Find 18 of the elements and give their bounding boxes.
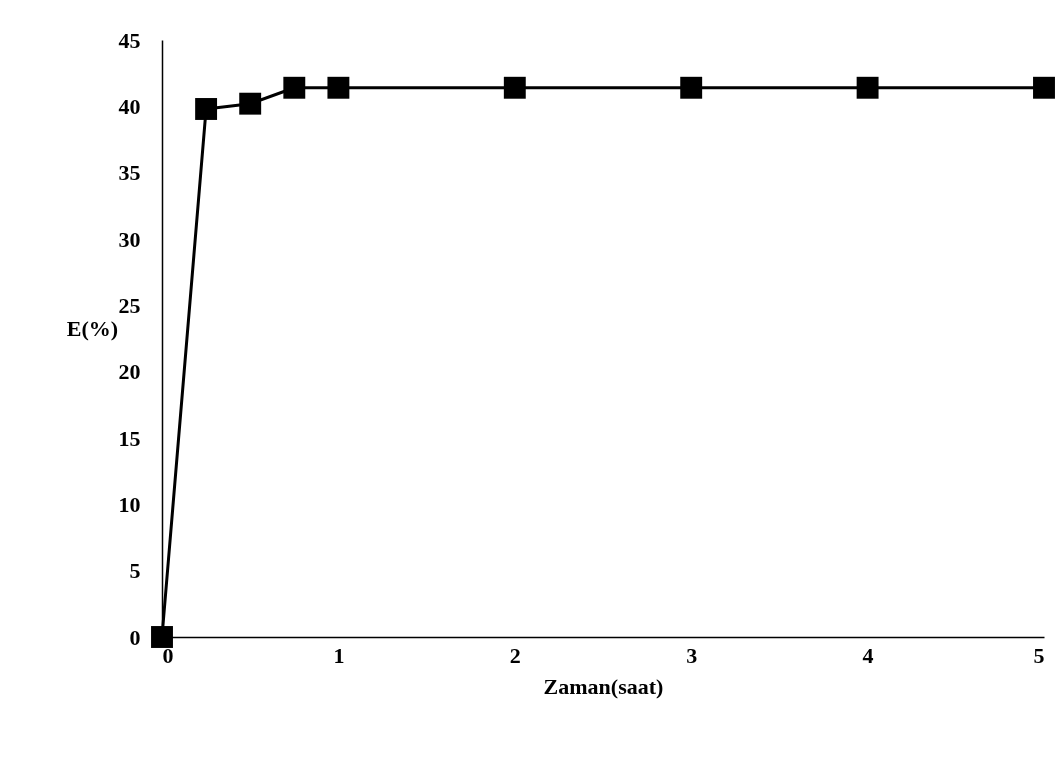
y-tick-label: 25 [118,292,141,318]
x-axis-title: Zaman(saat) [543,673,664,699]
y-tick-label: 10 [118,491,141,517]
y-tick-label: 5 [129,558,141,584]
y-tick-label: 15 [118,425,141,451]
x-tick-label: 1 [333,642,345,668]
x-tick-label: 0 [162,642,174,668]
y-tick-label: 35 [118,160,141,186]
y-axis-title: E(%) [66,315,119,341]
y-tick-label: 30 [118,226,141,252]
x-tick-label: 3 [686,642,698,668]
y-tick-label: 0 [129,624,141,650]
x-tick-label: 2 [509,642,521,668]
x-tick-label: 5 [1033,642,1045,668]
x-tick-label: 4 [862,642,874,668]
y-tick-label: 20 [118,359,141,385]
y-tick-label: 40 [118,93,141,119]
y-tick-label: 45 [118,27,141,53]
